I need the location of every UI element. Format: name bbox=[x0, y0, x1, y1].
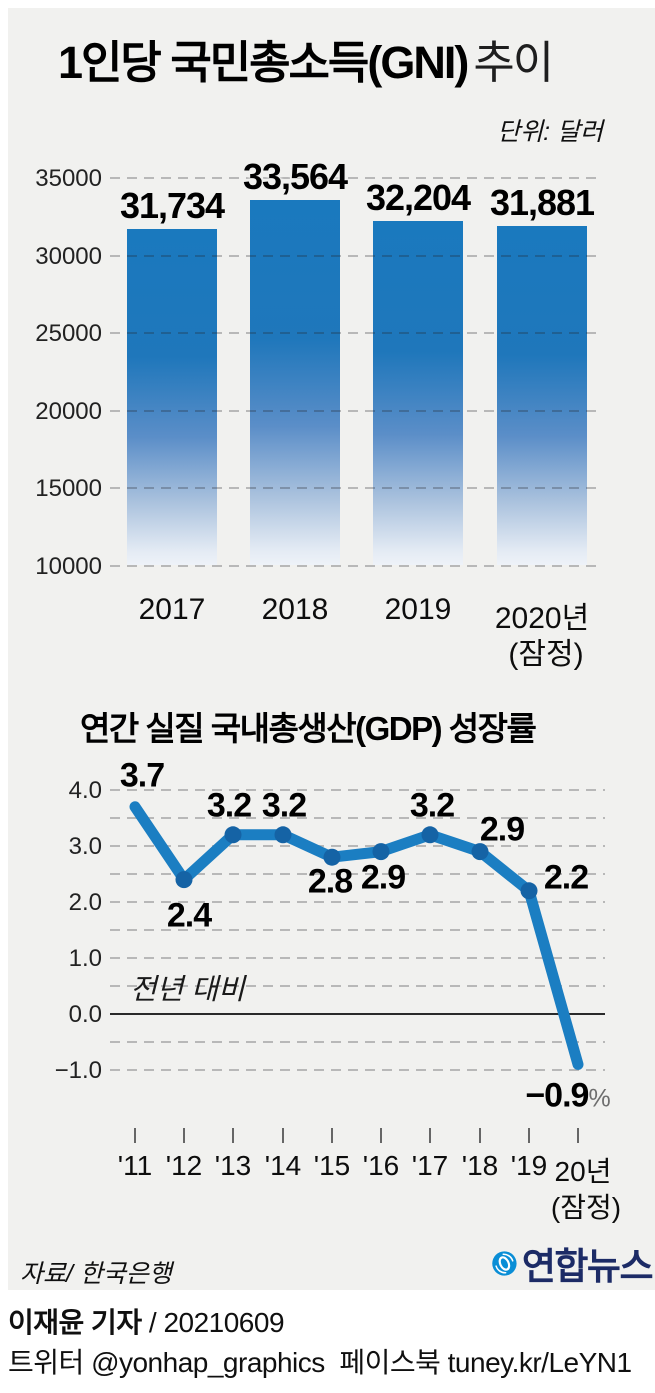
x-axis-tick bbox=[528, 1128, 530, 1143]
facebook-label: 페이스북 bbox=[339, 1347, 441, 1378]
annotation-label: 전년 대비 bbox=[130, 974, 245, 1006]
y-axis-label: 0.0 bbox=[68, 1001, 102, 1028]
bar bbox=[373, 221, 463, 566]
gridline bbox=[110, 873, 605, 875]
reporter-name: 이재윤 기자 bbox=[8, 1307, 142, 1338]
bar-value-label: 32,204 bbox=[365, 177, 471, 219]
source-label: 자료/ 한국은행 bbox=[20, 1260, 172, 1288]
x-axis-label: '19 bbox=[510, 1150, 548, 1181]
chart2-title: 연간 실질 국내총생산(GDP) 성장률 bbox=[80, 710, 537, 747]
x-axis-tick bbox=[331, 1128, 333, 1143]
x-axis-tick bbox=[479, 1128, 481, 1143]
x-axis-label: '15 bbox=[313, 1150, 351, 1181]
x-axis-label: 2017 bbox=[138, 593, 206, 626]
data-point bbox=[421, 826, 439, 844]
gridline bbox=[110, 409, 600, 412]
chart1-title: 1인당 국민총소득(GNI) 추이 bbox=[58, 37, 554, 88]
x-axis-label: 20년 bbox=[554, 1156, 612, 1187]
percent-suffix: % bbox=[588, 1084, 611, 1113]
data-point-label: 3.2 bbox=[261, 786, 307, 825]
chart1-title-main: 1인당 국민총소득(GNI) bbox=[58, 37, 469, 88]
twitter-handle: @yonhap_graphics bbox=[91, 1347, 325, 1378]
x-axis-label: '12 bbox=[165, 1150, 203, 1181]
x-axis-tick bbox=[577, 1128, 579, 1143]
data-point-label: 2.4 bbox=[166, 896, 212, 935]
gridline bbox=[110, 564, 600, 567]
gridline bbox=[110, 254, 600, 257]
facebook-url: tuney.kr/LeYN1 bbox=[447, 1347, 632, 1378]
yonhap-logo: 연합뉴스 bbox=[492, 1237, 654, 1289]
data-point bbox=[224, 826, 242, 844]
bar-value-label: 31,734 bbox=[119, 184, 225, 226]
data-point-label: 2.9 bbox=[360, 858, 406, 897]
y-axis-label: 2.0 bbox=[68, 889, 102, 916]
data-point-label: 3.2 bbox=[409, 786, 455, 825]
gridline bbox=[110, 487, 600, 489]
gridline bbox=[110, 177, 600, 179]
y-axis-label: −1.0 bbox=[54, 1057, 102, 1084]
x-axis-label: '18 bbox=[461, 1150, 499, 1181]
yonhap-logo-icon bbox=[492, 1250, 517, 1276]
y-axis-label: 15000 bbox=[35, 475, 102, 502]
gridline bbox=[110, 845, 605, 847]
gridline bbox=[110, 1041, 605, 1043]
data-point-label: −0.9% bbox=[525, 1076, 611, 1115]
x-axis-sublabel: (잠정) bbox=[508, 638, 584, 671]
byline-separator: / bbox=[141, 1307, 164, 1338]
x-axis-sublabel: (잠정) bbox=[550, 1192, 622, 1223]
data-point-label: 2.9 bbox=[479, 810, 525, 849]
y-axis-label: 30000 bbox=[35, 242, 102, 270]
unit-label: 단위: 달러 bbox=[497, 118, 603, 146]
x-axis-label: '16 bbox=[362, 1150, 400, 1181]
y-axis-label: 20000 bbox=[35, 397, 102, 425]
twitter-label: 트위터 bbox=[8, 1347, 84, 1378]
x-axis-label: '13 bbox=[214, 1150, 252, 1181]
data-point-label: 2.2 bbox=[543, 858, 589, 897]
y-axis-label: 3.0 bbox=[68, 833, 102, 860]
bar bbox=[250, 200, 340, 566]
gridline bbox=[110, 789, 605, 791]
chart1-title-suffix: 추이 bbox=[473, 37, 554, 88]
data-point bbox=[520, 882, 538, 900]
y-axis-label: 35000 bbox=[35, 165, 102, 192]
publish-date: 20210609 bbox=[163, 1307, 285, 1338]
gridline bbox=[110, 957, 605, 959]
gridline bbox=[110, 817, 605, 819]
gridline bbox=[110, 1069, 605, 1071]
credit-social: 트위터 @yonhap_graphics 페이스북 tuney.kr/LeYN1 bbox=[8, 1341, 632, 1381]
y-axis-label: 10000 bbox=[35, 552, 102, 580]
x-axis-tick bbox=[232, 1128, 234, 1143]
bar bbox=[127, 228, 217, 566]
y-axis-label: 1.0 bbox=[68, 945, 102, 972]
x-axis-label: '11 bbox=[117, 1150, 153, 1181]
x-axis-tick bbox=[429, 1128, 431, 1143]
gridline bbox=[110, 332, 600, 334]
x-axis-tick bbox=[183, 1128, 185, 1143]
data-point-label: 3.7 bbox=[119, 756, 165, 795]
x-axis-label: 2018 bbox=[261, 593, 329, 626]
bar-value-label: 31,881 bbox=[489, 182, 595, 224]
zero-axis-line bbox=[110, 1013, 605, 1015]
bar bbox=[497, 226, 587, 566]
x-axis-label: '14 bbox=[264, 1150, 302, 1181]
x-axis-tick bbox=[380, 1128, 382, 1143]
data-point-label: 2.8 bbox=[307, 862, 353, 901]
data-point-label: 3.2 bbox=[206, 786, 252, 825]
bar-value-label: 33,564 bbox=[242, 156, 348, 198]
yonhap-logo-text: 연합뉴스 bbox=[521, 1246, 654, 1287]
x-axis-label: 2020년 bbox=[494, 602, 590, 635]
x-axis-tick bbox=[282, 1128, 284, 1143]
y-axis-label: 25000 bbox=[35, 320, 102, 347]
y-axis-label: 4.0 bbox=[68, 777, 102, 804]
infographic-card: 1인당 국민총소득(GNI) 추이 단위: 달러 연간 실질 국내총생산(GDP)… bbox=[8, 8, 655, 1290]
x-axis-tick bbox=[134, 1128, 136, 1143]
x-axis-label: '17 bbox=[411, 1150, 449, 1181]
credit-byline: 이재윤 기자 / 20210609 bbox=[8, 1301, 285, 1341]
x-axis-label: 2019 bbox=[384, 593, 452, 626]
data-point bbox=[274, 826, 292, 844]
